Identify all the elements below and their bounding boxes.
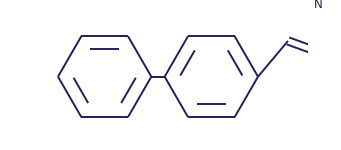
Text: N: N xyxy=(314,0,322,11)
